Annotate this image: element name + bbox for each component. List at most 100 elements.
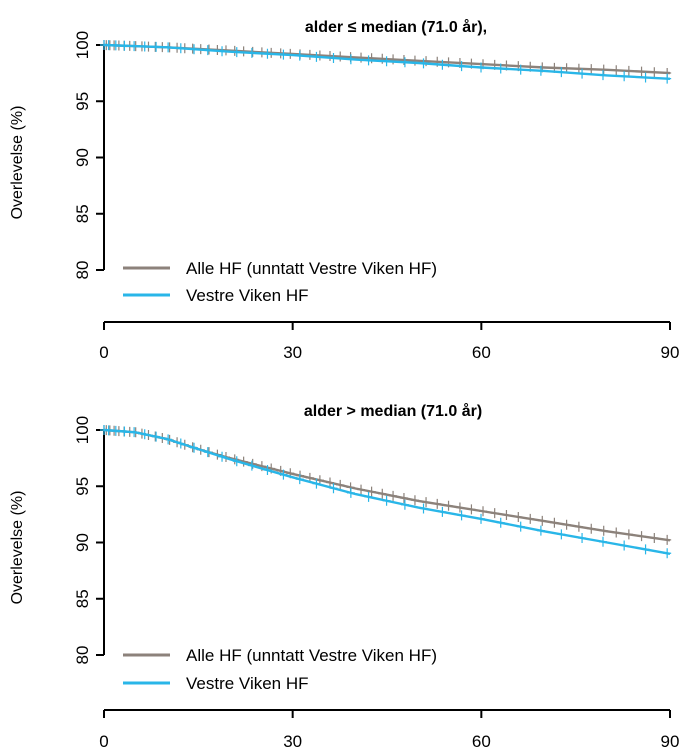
censor-mark [624, 529, 633, 540]
censor-mark [218, 451, 227, 462]
censor-mark [400, 499, 409, 510]
censor-mark [279, 49, 288, 60]
censor-mark [140, 41, 149, 52]
censor-mark [295, 474, 304, 485]
censor-mark [477, 62, 486, 73]
censor-mark [336, 51, 345, 62]
censor-mark [620, 540, 629, 551]
censor-mark [477, 513, 486, 524]
y-tick-label: 100 [73, 416, 92, 444]
censor-mark [367, 486, 376, 497]
censor-mark [663, 73, 672, 84]
censor-mark [455, 502, 464, 513]
chart-title: alder > median (71.0 år) [304, 402, 482, 420]
censor-mark [325, 51, 334, 62]
censor-mark [329, 53, 338, 64]
censor-mark [152, 41, 161, 52]
censor-mark [663, 548, 672, 559]
censor-mark [599, 70, 607, 81]
y-tick-label: 95 [73, 92, 92, 111]
censor-mark [514, 511, 523, 522]
censor-mark [599, 64, 608, 75]
censor-mark [410, 495, 419, 506]
y-tick-label: 90 [73, 533, 92, 552]
censor-mark [329, 483, 338, 494]
censor-mark [176, 438, 185, 449]
censor-mark [130, 427, 139, 438]
censor-mark [346, 54, 355, 65]
x-tick-label: 30 [283, 732, 302, 751]
censor-mark [111, 425, 120, 436]
censor-mark [516, 521, 525, 532]
censor-mark [496, 63, 505, 74]
censor-mark [263, 48, 272, 59]
censor-mark [120, 40, 129, 51]
censor-mark [104, 40, 113, 51]
censor-mark [364, 55, 373, 66]
censor-mark [232, 456, 241, 467]
censor-mark [479, 506, 488, 517]
censor-mark [325, 477, 334, 488]
censor-mark [574, 521, 583, 532]
censor-mark [111, 40, 120, 51]
censor-mark [438, 59, 447, 70]
censor-mark [389, 490, 398, 501]
censor-mark [378, 488, 387, 499]
y-tick-label: 100 [73, 31, 92, 59]
censor-mark [382, 56, 391, 67]
y-tick-label: 80 [73, 646, 92, 665]
x-tick-label: 0 [99, 732, 108, 751]
censor-mark [164, 434, 173, 445]
censor-mark [263, 465, 272, 476]
censor-mark [419, 503, 428, 514]
censor-mark [562, 519, 571, 530]
censor-mark [637, 531, 646, 542]
censor-mark [130, 41, 139, 52]
y-axis-label: Overlevelse (%) [9, 491, 26, 605]
censor-mark [612, 65, 621, 76]
censor-mark [599, 536, 607, 547]
censor-mark [612, 527, 621, 538]
censor-mark [232, 47, 241, 58]
y-tick-label: 80 [73, 261, 92, 280]
censor-mark [203, 447, 212, 458]
censor-mark [641, 72, 650, 83]
censor-mark [152, 431, 161, 442]
x-tick-label: 0 [99, 343, 108, 362]
x-tick-label: 30 [283, 343, 302, 362]
censor-mark [557, 67, 566, 78]
chart-title: alder ≤ median (71.0 år), [305, 18, 487, 36]
censor-mark [496, 517, 505, 528]
censor-mark [312, 478, 321, 489]
x-tick-label: 90 [661, 732, 680, 751]
censor-mark [422, 497, 431, 508]
censor-mark [279, 469, 288, 480]
censor-mark [557, 529, 566, 540]
chart-panel-2: alder > median (71.0 år) 80 85 90 95 100 Overl… [9, 402, 679, 751]
censor-mark [457, 61, 466, 72]
censor-mark [399, 493, 408, 504]
censor-mark [650, 533, 659, 544]
censor-mark [526, 513, 535, 524]
legend-label-2: Vestre Viken HF [186, 674, 309, 693]
y-tick-label: 85 [73, 589, 92, 608]
censor-mark [203, 45, 212, 56]
censor-mark [620, 71, 629, 82]
y-tick-label: 90 [73, 148, 92, 167]
legend-label-1: Alle HF (unntatt Vestre Viken HF) [186, 646, 437, 665]
censor-mark [433, 498, 442, 509]
censor-mark [190, 442, 199, 453]
censor-mark [587, 64, 596, 75]
censor-mark [599, 525, 608, 536]
y-axis-label: Overlevelse (%) [9, 106, 26, 220]
censor-mark [457, 510, 466, 521]
censor-mark [400, 57, 409, 68]
censor-mark [247, 460, 256, 471]
series-line-2 [103, 428, 671, 555]
censor-mark [190, 44, 199, 55]
censor-mark [419, 58, 428, 69]
censor-mark [641, 544, 650, 555]
censor-mark [578, 533, 587, 544]
censor-mark [663, 534, 672, 545]
censor-mark [650, 67, 659, 78]
